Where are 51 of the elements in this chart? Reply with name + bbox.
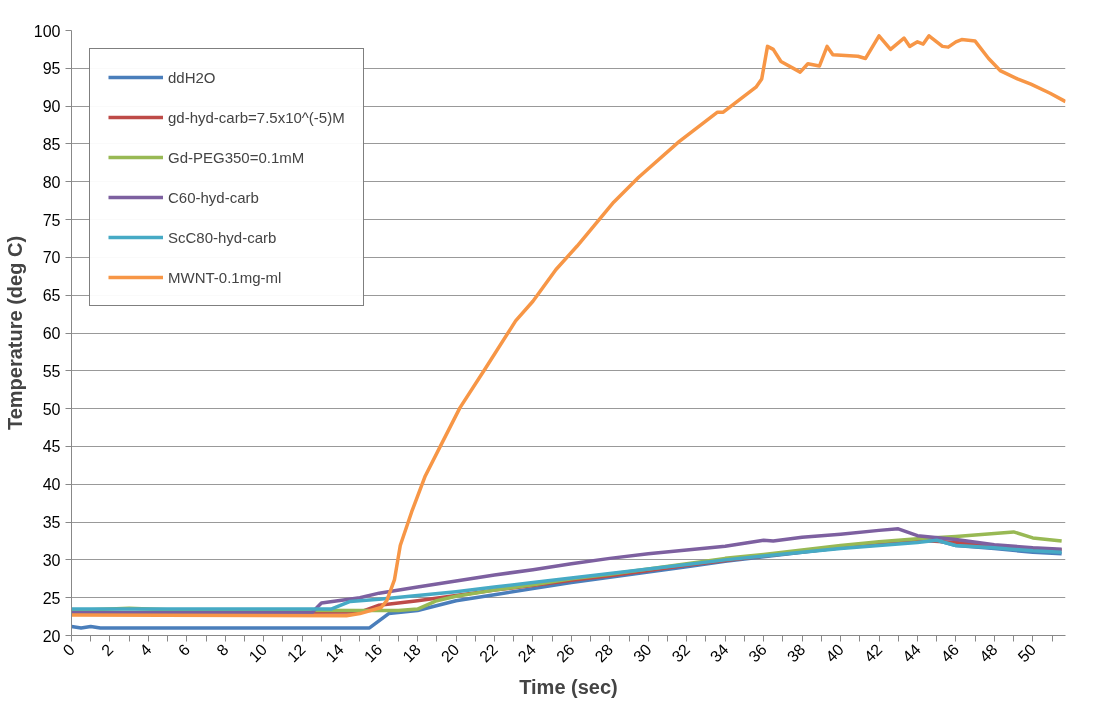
y-tick-label: 70: [42, 249, 61, 267]
y-tick-label: 55: [42, 362, 61, 380]
x-tick-label: 40: [822, 640, 847, 666]
x-tick-label: 32: [668, 640, 694, 666]
x-tick-label: 2: [98, 640, 117, 660]
y-tick-label: 60: [42, 325, 61, 342]
x-tick-label: 20: [437, 640, 463, 666]
legend-label: MWNT-0.1mg-ml: [168, 268, 282, 286]
legend-label: C60-hyd-carb: [168, 188, 259, 206]
x-tick-label: 22: [476, 640, 501, 666]
x-tick-label: 38: [783, 640, 809, 666]
x-tick-label: 16: [360, 640, 386, 666]
x-tick-label: 46: [937, 640, 963, 666]
x-tick-label: 34: [706, 640, 732, 666]
x-tick-label: 26: [553, 640, 578, 666]
y-tick-label: 20: [42, 627, 61, 645]
x-tick-label: 42: [860, 640, 886, 666]
x-axis-title: Time (sec): [519, 675, 618, 698]
y-tick-label: 90: [42, 98, 61, 116]
y-tick-label: 40: [42, 476, 61, 494]
legend-label: ScC80-hyd-carb: [168, 228, 277, 246]
y-tick-label: 25: [42, 589, 61, 607]
x-tick-label: 12: [283, 640, 309, 666]
y-tick-label: 95: [42, 60, 61, 78]
y-tick-label: 35: [42, 514, 61, 532]
y-tick-label: 50: [42, 400, 61, 418]
x-tick-label: 28: [591, 640, 617, 666]
x-tick-label: 30: [630, 640, 655, 666]
x-tick-label: 10: [245, 640, 271, 666]
x-tick-label: 18: [399, 640, 425, 666]
x-tick-label: 50: [1014, 640, 1040, 666]
x-tick-label: 4: [136, 640, 155, 660]
y-tick-label: 75: [42, 211, 61, 229]
legend-label: Gd-PEG350=0.1mM: [168, 148, 305, 166]
y-tick-label: 65: [42, 287, 61, 305]
x-tick-label: 8: [213, 640, 232, 660]
legend-label: ddH2O: [168, 68, 216, 86]
legend-label: gd-hyd-carb=7.5x10^(-5)M: [168, 108, 345, 126]
y-tick-label: 80: [42, 173, 61, 191]
y-tick-label: 30: [42, 551, 61, 569]
x-tick-label: 36: [745, 640, 771, 666]
y-tick-label: 100: [33, 22, 61, 40]
x-tick-label: 44: [899, 640, 924, 666]
x-tick-label: 14: [322, 640, 348, 666]
y-axis-title: Temperature (deg C): [3, 235, 26, 431]
x-tick-label: 0: [59, 640, 78, 660]
y-tick-label: 85: [42, 135, 61, 153]
x-tick-label: 6: [174, 640, 194, 660]
y-tick-label: 45: [42, 438, 61, 456]
x-tick-label: 24: [514, 640, 540, 666]
x-tick-label: 48: [976, 640, 1001, 666]
